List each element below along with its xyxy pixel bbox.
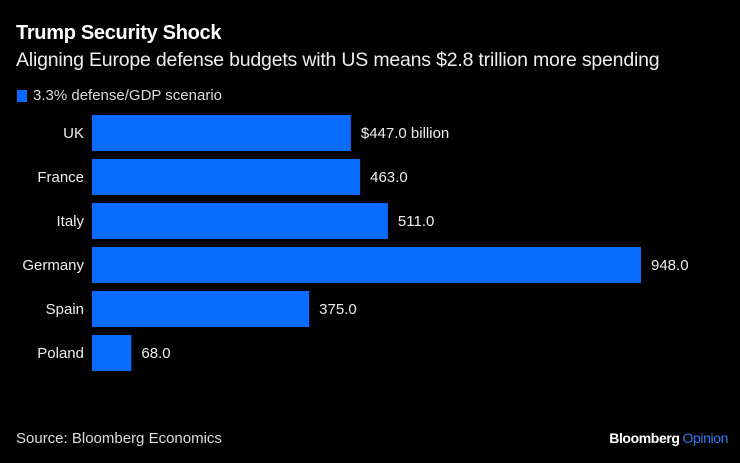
brand-logo: Bloomberg Opinion bbox=[609, 430, 728, 446]
value-label: $447.0 billion bbox=[361, 125, 449, 142]
brand-main: Bloomberg bbox=[609, 430, 680, 446]
legend-swatch bbox=[17, 89, 27, 102]
legend: 3.3% defense/GDP scenario bbox=[17, 87, 222, 104]
brand-accent: Opinion bbox=[682, 430, 729, 446]
category-label: France bbox=[37, 169, 84, 186]
bar-chart: UK $447.0 billion France 463.0 Italy 511.0 Ger… bbox=[22, 115, 689, 371]
legend-label: 3.3% defense/GDP scenario bbox=[33, 87, 223, 104]
chart-subtitle: Aligning Europe defense budgets with US … bbox=[16, 49, 660, 71]
category-label: Germany bbox=[22, 257, 84, 274]
chart-title: Trump Security Shock bbox=[16, 22, 222, 44]
category-label: UK bbox=[63, 125, 84, 142]
category-label: Spain bbox=[46, 301, 84, 318]
value-label: 511.0 bbox=[398, 213, 434, 230]
bar-uk bbox=[92, 115, 351, 151]
bar-germany bbox=[92, 247, 641, 283]
source-note: Source: Bloomberg Economics bbox=[16, 430, 222, 447]
value-label: 948.0 bbox=[651, 257, 689, 274]
value-label: 68.0 bbox=[141, 345, 170, 362]
bar-france bbox=[92, 159, 361, 195]
value-label: 375.0 bbox=[319, 301, 357, 318]
value-label: 463.0 bbox=[370, 169, 408, 186]
category-label: Poland bbox=[37, 345, 84, 362]
bar-italy bbox=[92, 203, 388, 239]
bar-spain bbox=[92, 291, 310, 327]
category-label: Italy bbox=[56, 213, 84, 230]
bar-poland bbox=[92, 335, 132, 371]
